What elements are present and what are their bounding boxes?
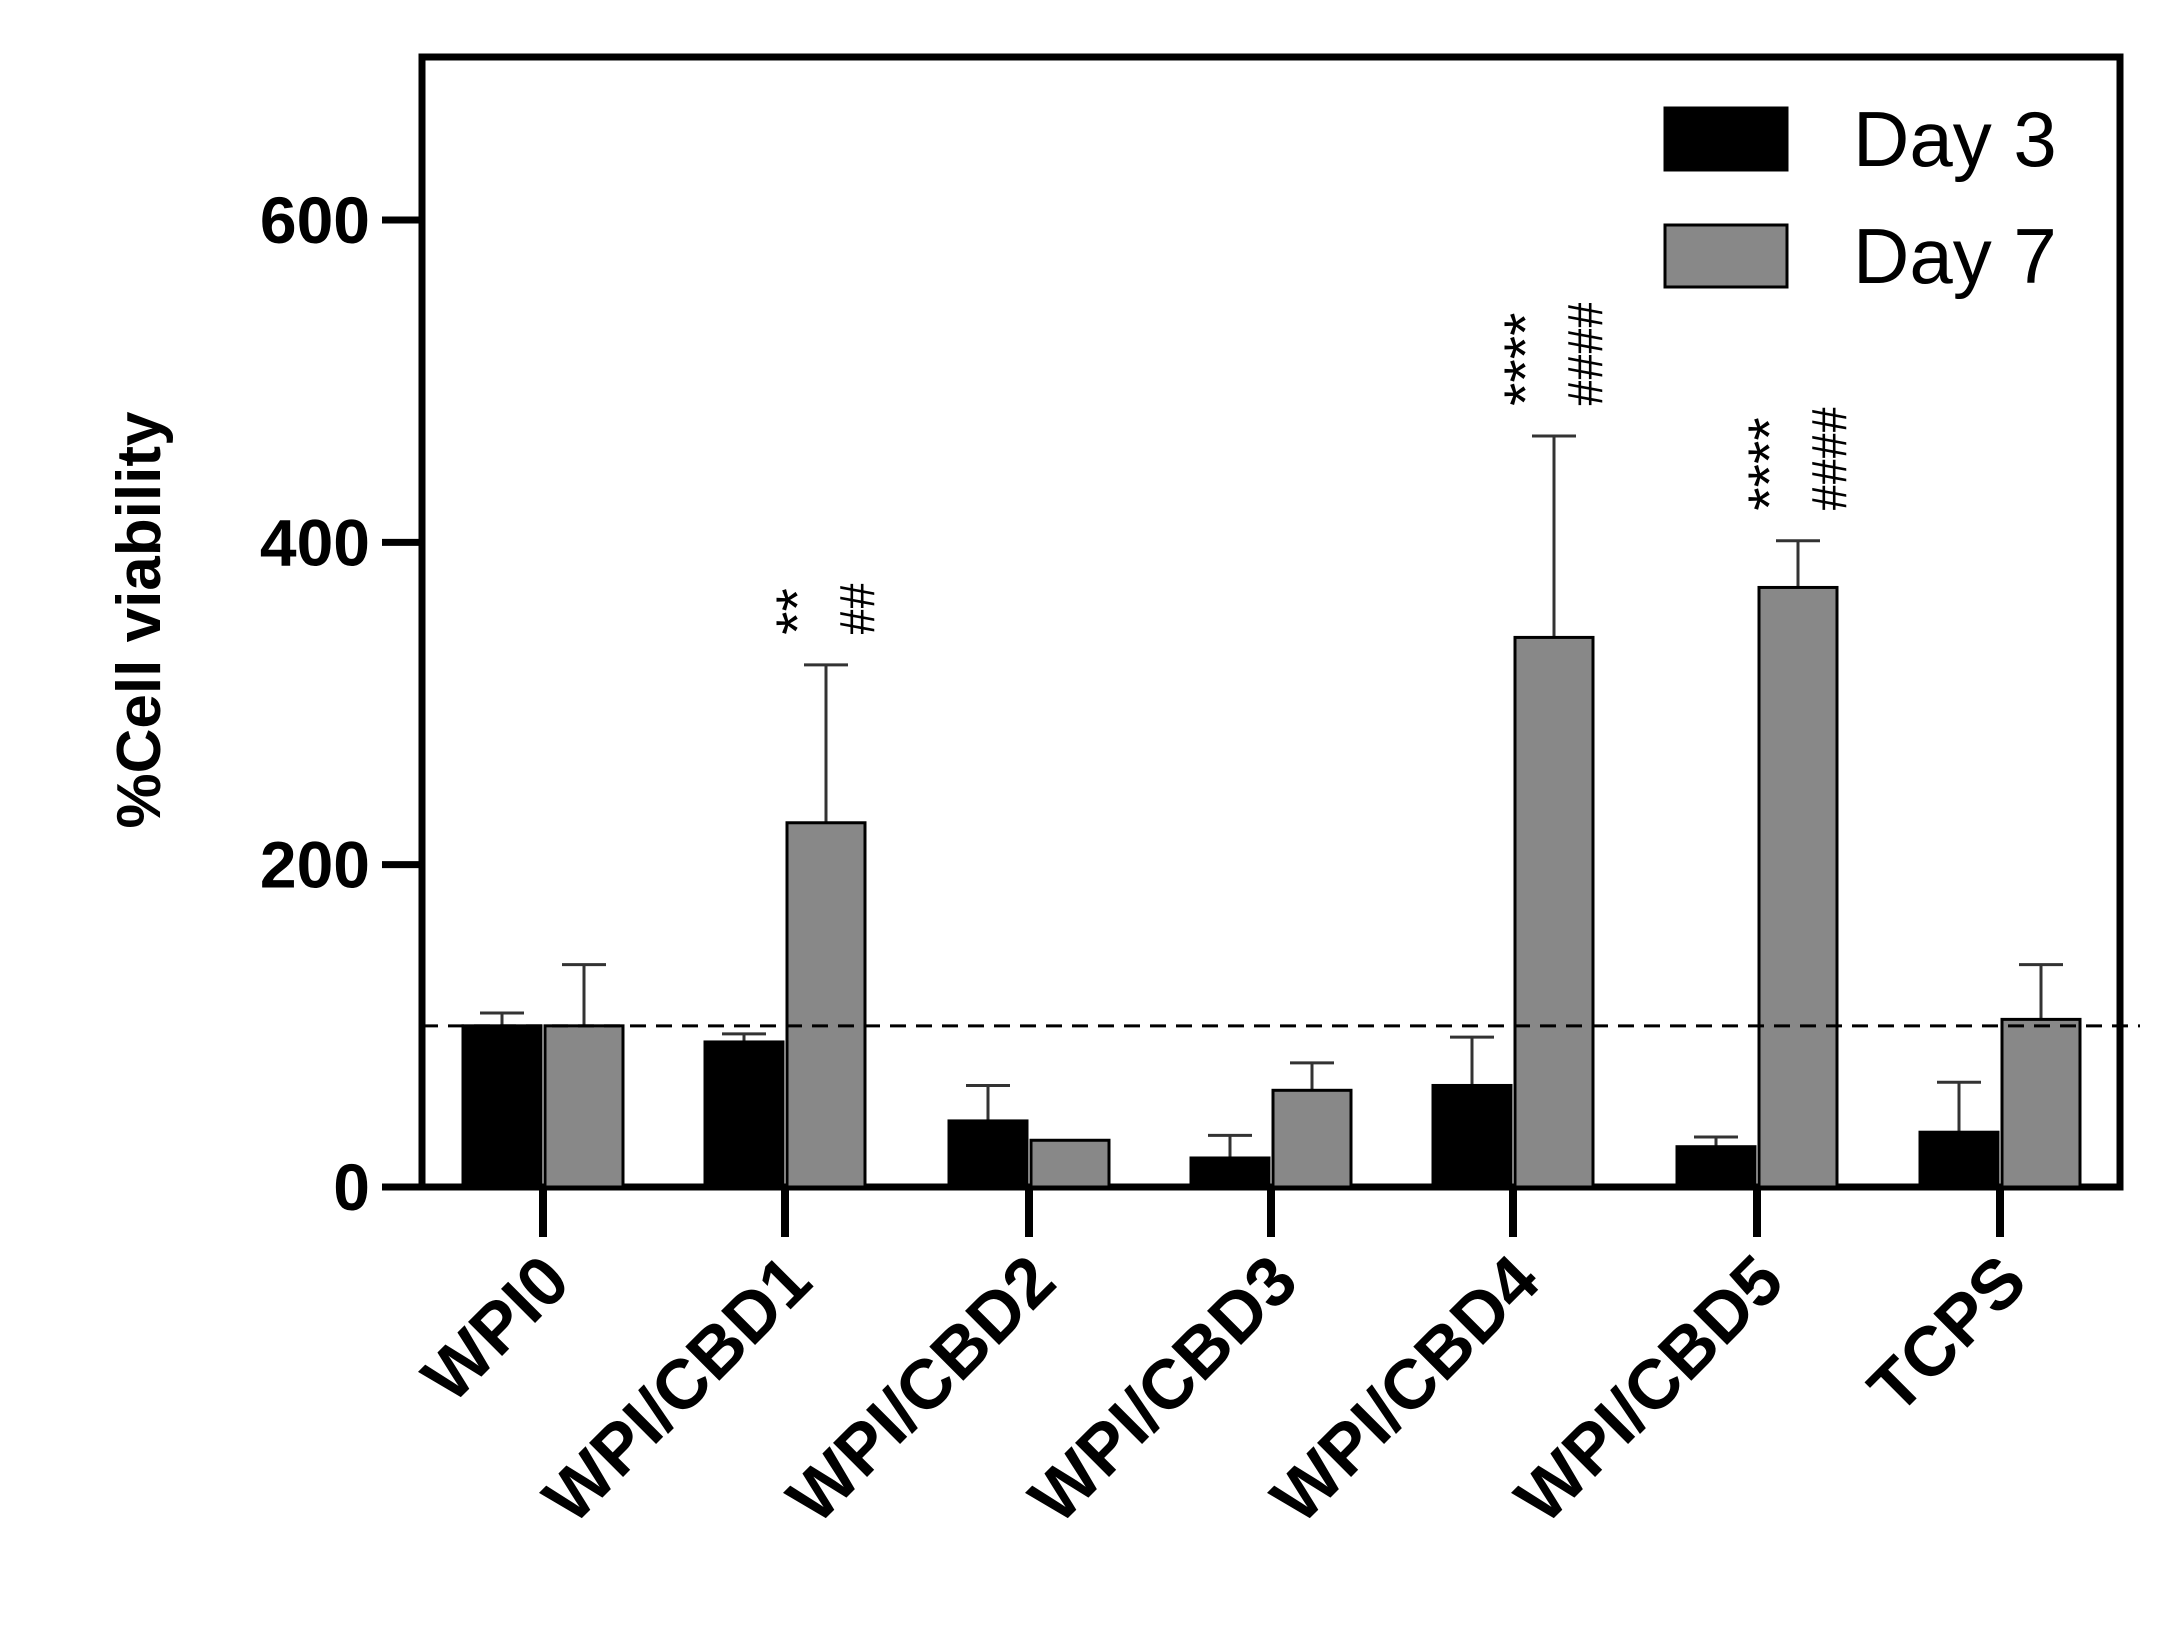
x-tick-label: WPI/CBD4 [1256,1240,1553,1537]
bar [1029,1138,1111,1189]
significance-hashes: #### [1801,407,1858,511]
y-axis-title-group: %Cell viability [105,411,174,828]
bar [1918,1130,2000,1189]
x-tick-label: WPI/CBD5 [1500,1240,1797,1537]
bar [1513,635,1595,1189]
bar [543,1024,625,1189]
x-tick-label: TCPS [1853,1240,2040,1427]
bar [1675,1145,1757,1189]
bar [1431,1083,1513,1189]
significance-hashes: #### [1557,302,1614,406]
legend-swatch [1663,106,1789,172]
significance-stars: **** [1736,417,1803,510]
plot-area: 0200400600WPI0WPI/CBD1WPI/CBD2WPI/CBD3WP… [260,53,2140,1538]
y-tick-label: 400 [260,505,370,579]
y-axis-title: %Cell viability [105,411,174,828]
significance-stars: ** [764,588,831,635]
y-tick-label: 0 [333,1150,370,1224]
significance-stars: **** [1492,313,1559,406]
x-tick-label: WPI0 [407,1240,583,1416]
bar [947,1119,1029,1189]
bar [1271,1088,1353,1189]
significance-hashes: ## [829,583,886,635]
legend-swatch [1663,223,1789,289]
bar [2000,1017,2082,1189]
legend-label: Day 7 [1853,212,2057,300]
y-tick-label: 200 [260,828,370,902]
bar [461,1024,543,1189]
bar [703,1040,785,1189]
bar [1189,1156,1271,1189]
legend-label: Day 3 [1853,95,2057,183]
y-tick-label: 600 [260,183,370,257]
bar [785,821,867,1189]
bar [1757,585,1839,1189]
